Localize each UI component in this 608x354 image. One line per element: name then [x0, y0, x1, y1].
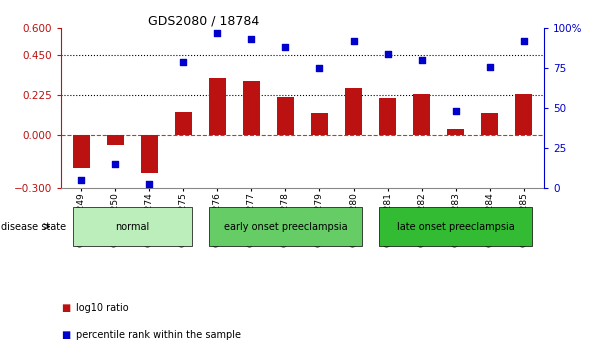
Point	[111, 161, 120, 167]
Text: GDS2080 / 18784: GDS2080 / 18784	[148, 14, 259, 27]
Point	[281, 45, 291, 50]
Bar	[311, 113, 328, 135]
Point	[145, 182, 154, 187]
Point	[247, 37, 257, 42]
Bar	[209, 78, 226, 135]
Text: early onset preeclampsia: early onset preeclampsia	[224, 222, 347, 232]
Bar	[413, 94, 430, 135]
Point	[348, 38, 358, 44]
Point	[519, 38, 528, 44]
Point	[314, 65, 324, 71]
Bar	[515, 94, 532, 135]
Bar	[243, 81, 260, 135]
Bar	[107, 135, 124, 145]
Text: ■: ■	[61, 303, 70, 313]
Point	[213, 30, 223, 36]
Point	[485, 64, 494, 69]
Bar	[345, 88, 362, 135]
Text: normal: normal	[115, 222, 150, 232]
Text: percentile rank within the sample: percentile rank within the sample	[76, 330, 241, 339]
Bar	[447, 129, 464, 135]
Bar	[481, 113, 498, 135]
Bar	[141, 135, 158, 173]
Text: ■: ■	[61, 330, 70, 339]
Point	[451, 108, 460, 114]
Text: log10 ratio: log10 ratio	[76, 303, 129, 313]
Point	[179, 59, 188, 65]
Point	[382, 51, 392, 57]
Bar	[73, 135, 90, 168]
Bar	[379, 98, 396, 135]
Point	[77, 177, 86, 183]
Bar	[175, 112, 192, 135]
Text: disease state: disease state	[1, 222, 66, 232]
Bar	[277, 97, 294, 135]
Point	[416, 57, 426, 63]
Text: late onset preeclampsia: late onset preeclampsia	[397, 222, 514, 232]
